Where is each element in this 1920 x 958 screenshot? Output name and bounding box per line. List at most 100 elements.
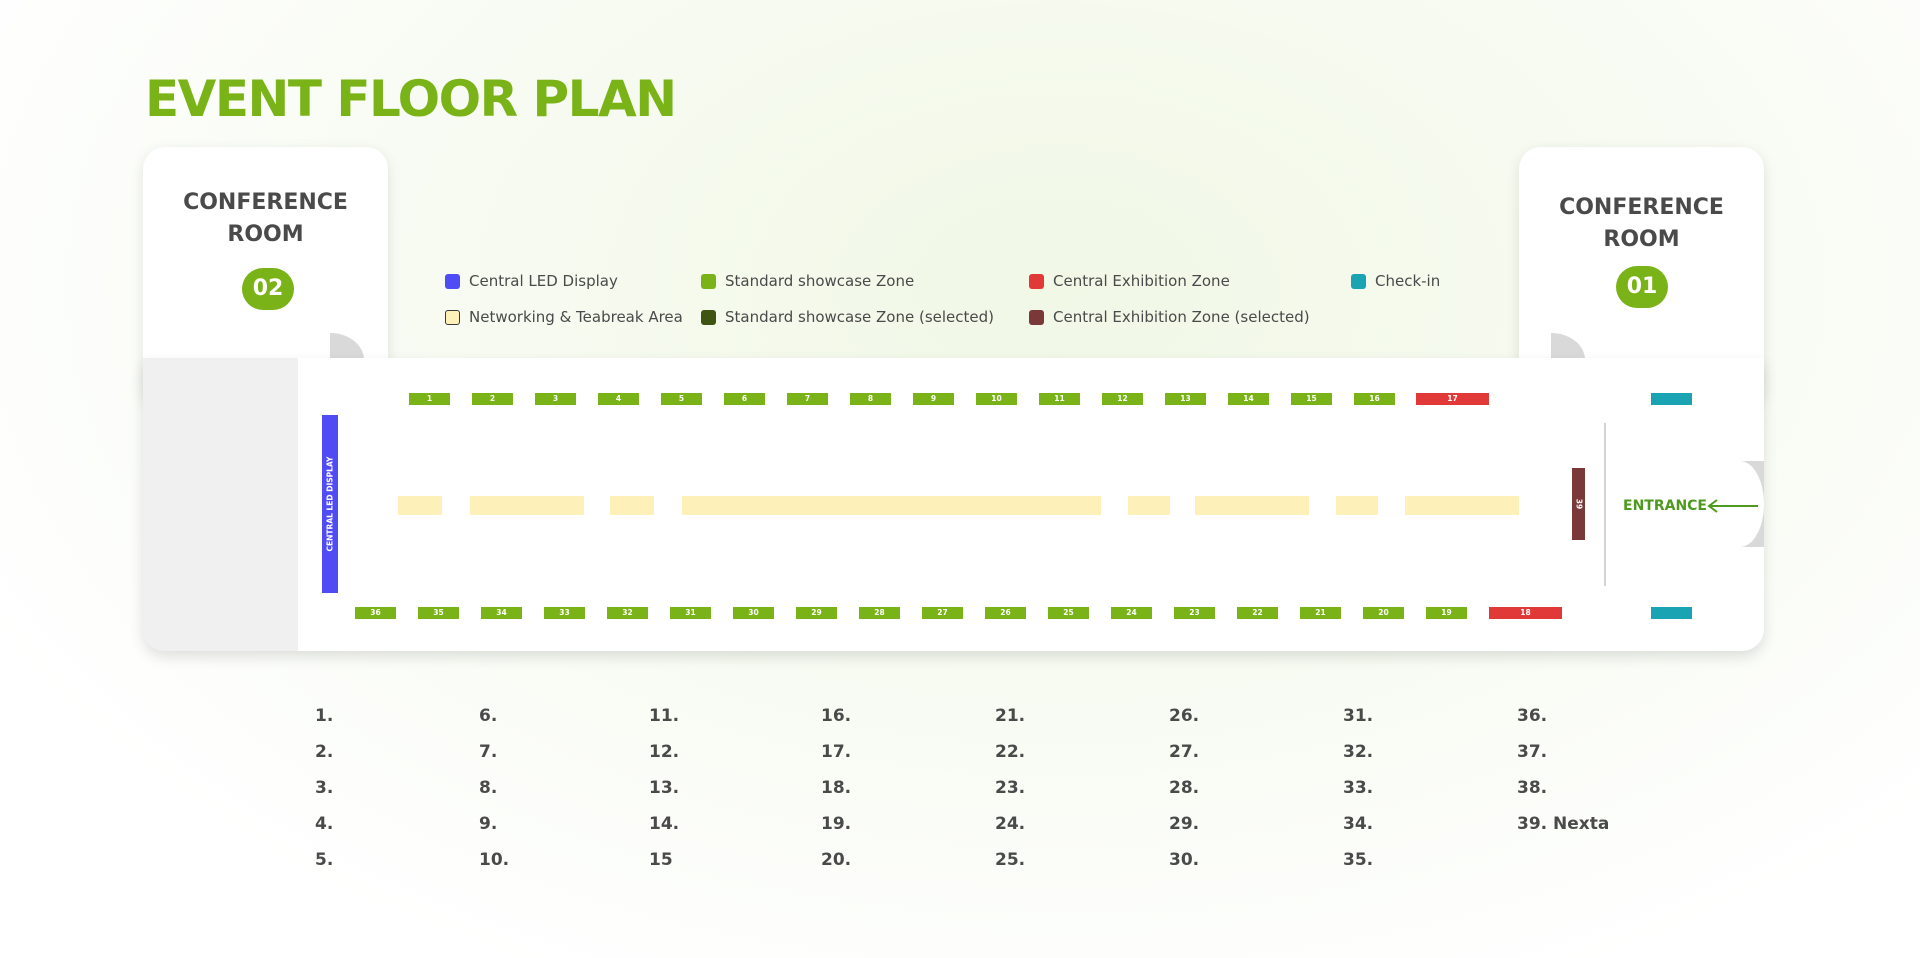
legend-swatch [701,309,716,325]
legend-central-led: Central LED Display [445,272,618,290]
booth-30[interactable]: 30 [733,607,774,619]
booth-9[interactable]: 9 [913,393,954,405]
legend-label: Check-in [1375,272,1441,290]
check-in-desk-top[interactable] [1651,393,1692,405]
room-name-line1: CONFERENCE [1559,195,1724,220]
legend-swatch [1351,273,1366,289]
list-item: 32. [1343,742,1374,762]
booth-3[interactable]: 3 [535,393,576,405]
booth-34[interactable]: 34 [481,607,522,619]
legend-central-exhibition: Central Exhibition Zone [1029,272,1230,290]
booth-25[interactable]: 25 [1048,607,1089,619]
list-item: 33. [1343,778,1374,798]
legend-standard-selected: Standard showcase Zone (selected) [701,308,994,326]
room-name-line2: ROOM [1603,227,1680,252]
booth-15[interactable]: 15 [1291,393,1332,405]
booth-33[interactable]: 33 [544,607,585,619]
booth-17[interactable]: 17 [1416,393,1489,405]
legend-networking-teabreak: Networking & Teabreak Area [445,308,683,326]
teabreak-area [1405,496,1519,515]
list-item: 30. [1169,850,1200,870]
booth-31[interactable]: 31 [670,607,711,619]
legend-label: Central Exhibition Zone (selected) [1053,308,1310,326]
list-item: 1. [315,706,334,726]
legend-exhibition-selected: Central Exhibition Zone (selected) [1029,308,1310,326]
legend-swatch [445,273,460,289]
entrance-door-icon [1740,461,1764,547]
legend-label: Networking & Teabreak Area [469,308,683,326]
legend-label: Standard showcase Zone [725,272,915,290]
list-item: 16. [821,706,852,726]
booth-16[interactable]: 16 [1354,393,1395,405]
teabreak-area [610,496,654,515]
list-item: 9. [479,814,498,834]
booth-27[interactable]: 27 [922,607,963,619]
teabreak-area [1128,496,1170,515]
legend-label: Standard showcase Zone (selected) [725,308,995,326]
booth-21[interactable]: 21 [1300,607,1341,619]
teabreak-area [470,496,584,515]
booth-35[interactable]: 35 [418,607,459,619]
door-swing-icon [1551,333,1585,360]
booth-19[interactable]: 19 [1426,607,1467,619]
booth-1[interactable]: 1 [409,393,450,405]
booth-39-label: 39 [1574,498,1583,510]
check-in-desk-bottom[interactable] [1651,607,1692,619]
list-item: 20. [821,850,852,870]
list-item: 35. [1343,850,1374,870]
legend-swatch [1029,309,1044,325]
list-item: 39. Nexta [1517,814,1610,834]
booth-26[interactable]: 26 [985,607,1026,619]
list-item: 25. [995,850,1026,870]
list-item: 10. [479,850,510,870]
entrance-divider [1604,423,1606,586]
list-item: 21. [995,706,1026,726]
list-item: 28. [1169,778,1200,798]
booth-11[interactable]: 11 [1039,393,1080,405]
booth-22[interactable]: 22 [1237,607,1278,619]
booth-5[interactable]: 5 [661,393,702,405]
booth-8[interactable]: 8 [850,393,891,405]
booth-28[interactable]: 28 [859,607,900,619]
booth-10[interactable]: 10 [976,393,1017,405]
booth-18[interactable]: 18 [1489,607,1562,619]
exhibition-floor: CENTRAL LED DISPLAY 1 2 3 4 5 6 7 8 9 10… [143,358,1764,651]
booth-2[interactable]: 2 [472,393,513,405]
list-item: 37. [1517,742,1548,762]
booth-13[interactable]: 13 [1165,393,1206,405]
legend-swatch [445,309,460,325]
booth-36[interactable]: 36 [355,607,396,619]
booth-32[interactable]: 32 [607,607,648,619]
list-item: 14. [649,814,680,834]
legend-check-in: Check-in [1351,272,1440,290]
list-item: 17. [821,742,852,762]
teabreak-area [682,496,1101,515]
list-item: 34. [1343,814,1374,834]
booth-23[interactable]: 23 [1174,607,1215,619]
room-number-badge: 02 [242,268,294,310]
list-item: 6. [479,706,498,726]
booth-39-selected[interactable]: 39 [1572,468,1585,540]
list-item: 11. [649,706,680,726]
legend-swatch [701,273,716,289]
booth-14[interactable]: 14 [1228,393,1269,405]
booth-20[interactable]: 20 [1363,607,1404,619]
booth-12[interactable]: 12 [1102,393,1143,405]
booth-7[interactable]: 7 [787,393,828,405]
list-item: 7. [479,742,498,762]
list-item: 2. [315,742,334,762]
booth-6[interactable]: 6 [724,393,765,405]
list-item: 26. [1169,706,1200,726]
central-led-display[interactable]: CENTRAL LED DISPLAY [322,415,338,593]
list-item: 12. [649,742,680,762]
door-swing-icon [330,333,364,360]
teabreak-area [398,496,442,515]
list-item: 36. [1517,706,1548,726]
list-item: 13. [649,778,680,798]
list-item: 3. [315,778,334,798]
list-item: 38. [1517,778,1548,798]
list-item: 22. [995,742,1026,762]
booth-4[interactable]: 4 [598,393,639,405]
booth-29[interactable]: 29 [796,607,837,619]
booth-24[interactable]: 24 [1111,607,1152,619]
